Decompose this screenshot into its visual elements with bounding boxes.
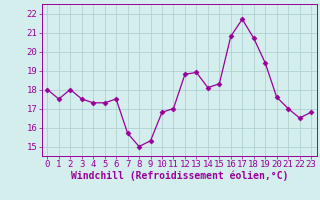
X-axis label: Windchill (Refroidissement éolien,°C): Windchill (Refroidissement éolien,°C) xyxy=(70,171,288,181)
